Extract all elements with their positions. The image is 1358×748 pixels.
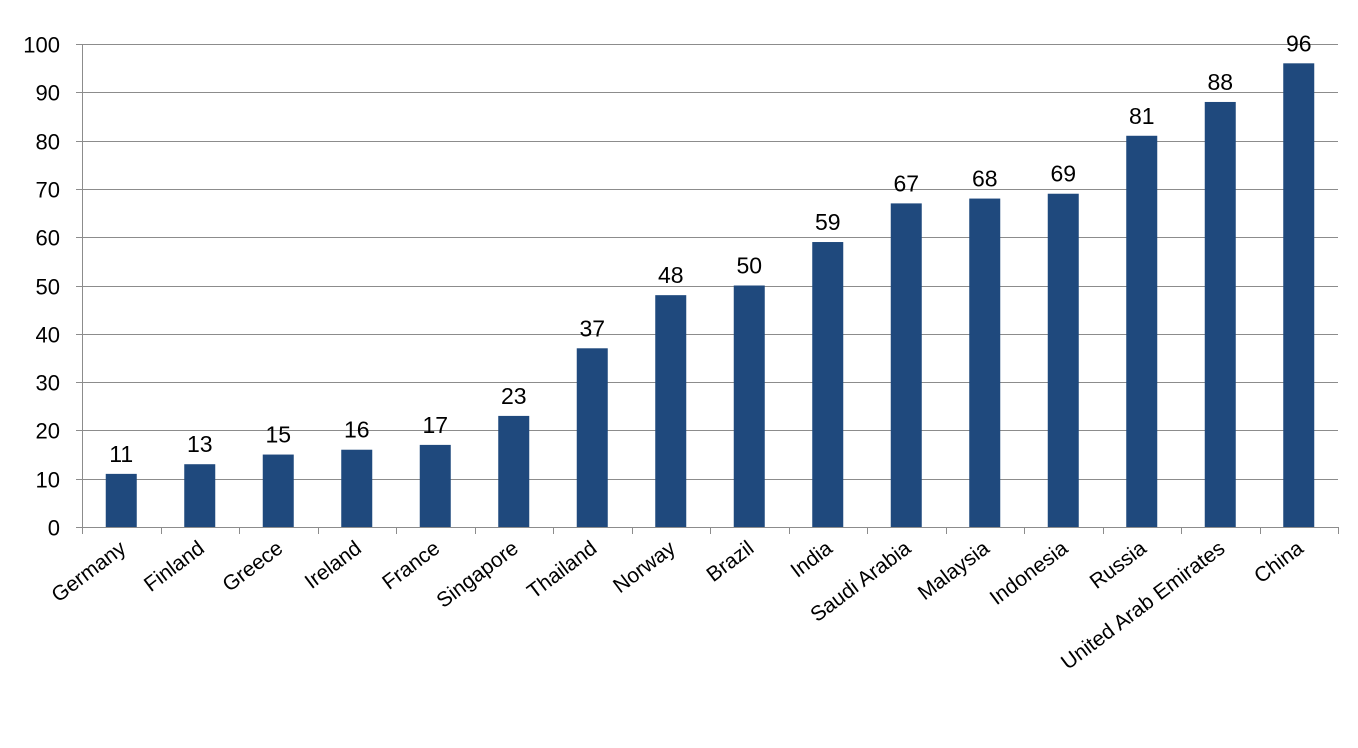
bar-united-arab-emirates — [1204, 101, 1236, 528]
x-tick-label: Greece — [218, 537, 287, 597]
data-label: 69 — [1050, 161, 1076, 187]
y-tick-label: 40 — [36, 323, 60, 348]
bars — [105, 63, 1315, 528]
bar-saudi-arabia — [890, 203, 922, 527]
data-label: 59 — [815, 209, 841, 235]
bar-china — [1283, 63, 1315, 527]
y-tick-label: 60 — [36, 226, 60, 251]
data-label: 48 — [658, 262, 684, 288]
bar-finland — [184, 464, 216, 527]
x-tick-label: France — [378, 537, 444, 595]
bar-germany — [105, 473, 137, 527]
x-tick-label: Singapore — [432, 537, 522, 613]
y-tick-label: 30 — [36, 371, 60, 396]
y-axis: 0 10 20 30 40 50 60 70 80 90 100 — [23, 33, 83, 541]
bar-brazil — [733, 285, 765, 527]
data-label: 88 — [1207, 69, 1233, 95]
bar-thailand — [576, 348, 608, 527]
y-tick-label: 80 — [36, 130, 60, 155]
data-label: 23 — [501, 383, 527, 409]
y-tick-label: 50 — [36, 275, 60, 300]
x-axis: Germany Finland Greece Ireland FranceSingapo… — [47, 527, 1339, 674]
y-tick-label: 10 — [36, 468, 60, 493]
data-label: 15 — [265, 422, 291, 448]
data-label: 11 — [109, 441, 133, 467]
data-label: 17 — [422, 412, 448, 438]
data-label: 50 — [736, 253, 762, 279]
y-tick-label: 0 — [48, 516, 60, 541]
y-tick-label: 20 — [36, 419, 60, 444]
x-tick-label: India — [787, 536, 837, 582]
bar-greece — [262, 454, 294, 527]
bar-ireland — [341, 449, 373, 527]
x-tick-label: Norway — [609, 536, 680, 598]
data-label: 37 — [579, 315, 605, 341]
x-tick-label: China — [1250, 536, 1308, 588]
y-tick-label: 100 — [23, 33, 60, 58]
bar-indonesia — [1047, 193, 1079, 528]
y-tick-label: 70 — [36, 178, 60, 203]
x-tick-label: Brazil — [702, 537, 758, 587]
data-label: 13 — [187, 431, 213, 457]
bar-india — [812, 242, 844, 527]
x-tick-label: Indonesia — [986, 536, 1073, 609]
data-label: 16 — [344, 417, 370, 443]
data-label: 96 — [1286, 30, 1312, 56]
x-tick-label: Ireland — [301, 537, 366, 594]
x-tick-label: Germany — [47, 536, 130, 607]
data-label: 67 — [893, 170, 919, 196]
data-labels: 11 13 15 16 17 23 37 48 50 59 67 68 69 81 88 96 — [109, 30, 1311, 467]
x-tick-label: Thailand — [523, 537, 601, 604]
x-tick-label: Finland — [140, 537, 209, 597]
y-tick-label: 90 — [36, 81, 60, 106]
gridlines — [82, 44, 1338, 480]
bar-norway — [655, 295, 687, 527]
data-label: 68 — [972, 166, 998, 192]
bar-russia — [1126, 135, 1158, 527]
bar-france — [419, 444, 451, 527]
bar-singapore — [498, 415, 530, 527]
bar-malaysia — [969, 198, 1001, 527]
data-label: 81 — [1129, 103, 1155, 129]
x-tick-label: Russia — [1086, 536, 1151, 593]
x-tick-label: Malaysia — [914, 536, 994, 604]
